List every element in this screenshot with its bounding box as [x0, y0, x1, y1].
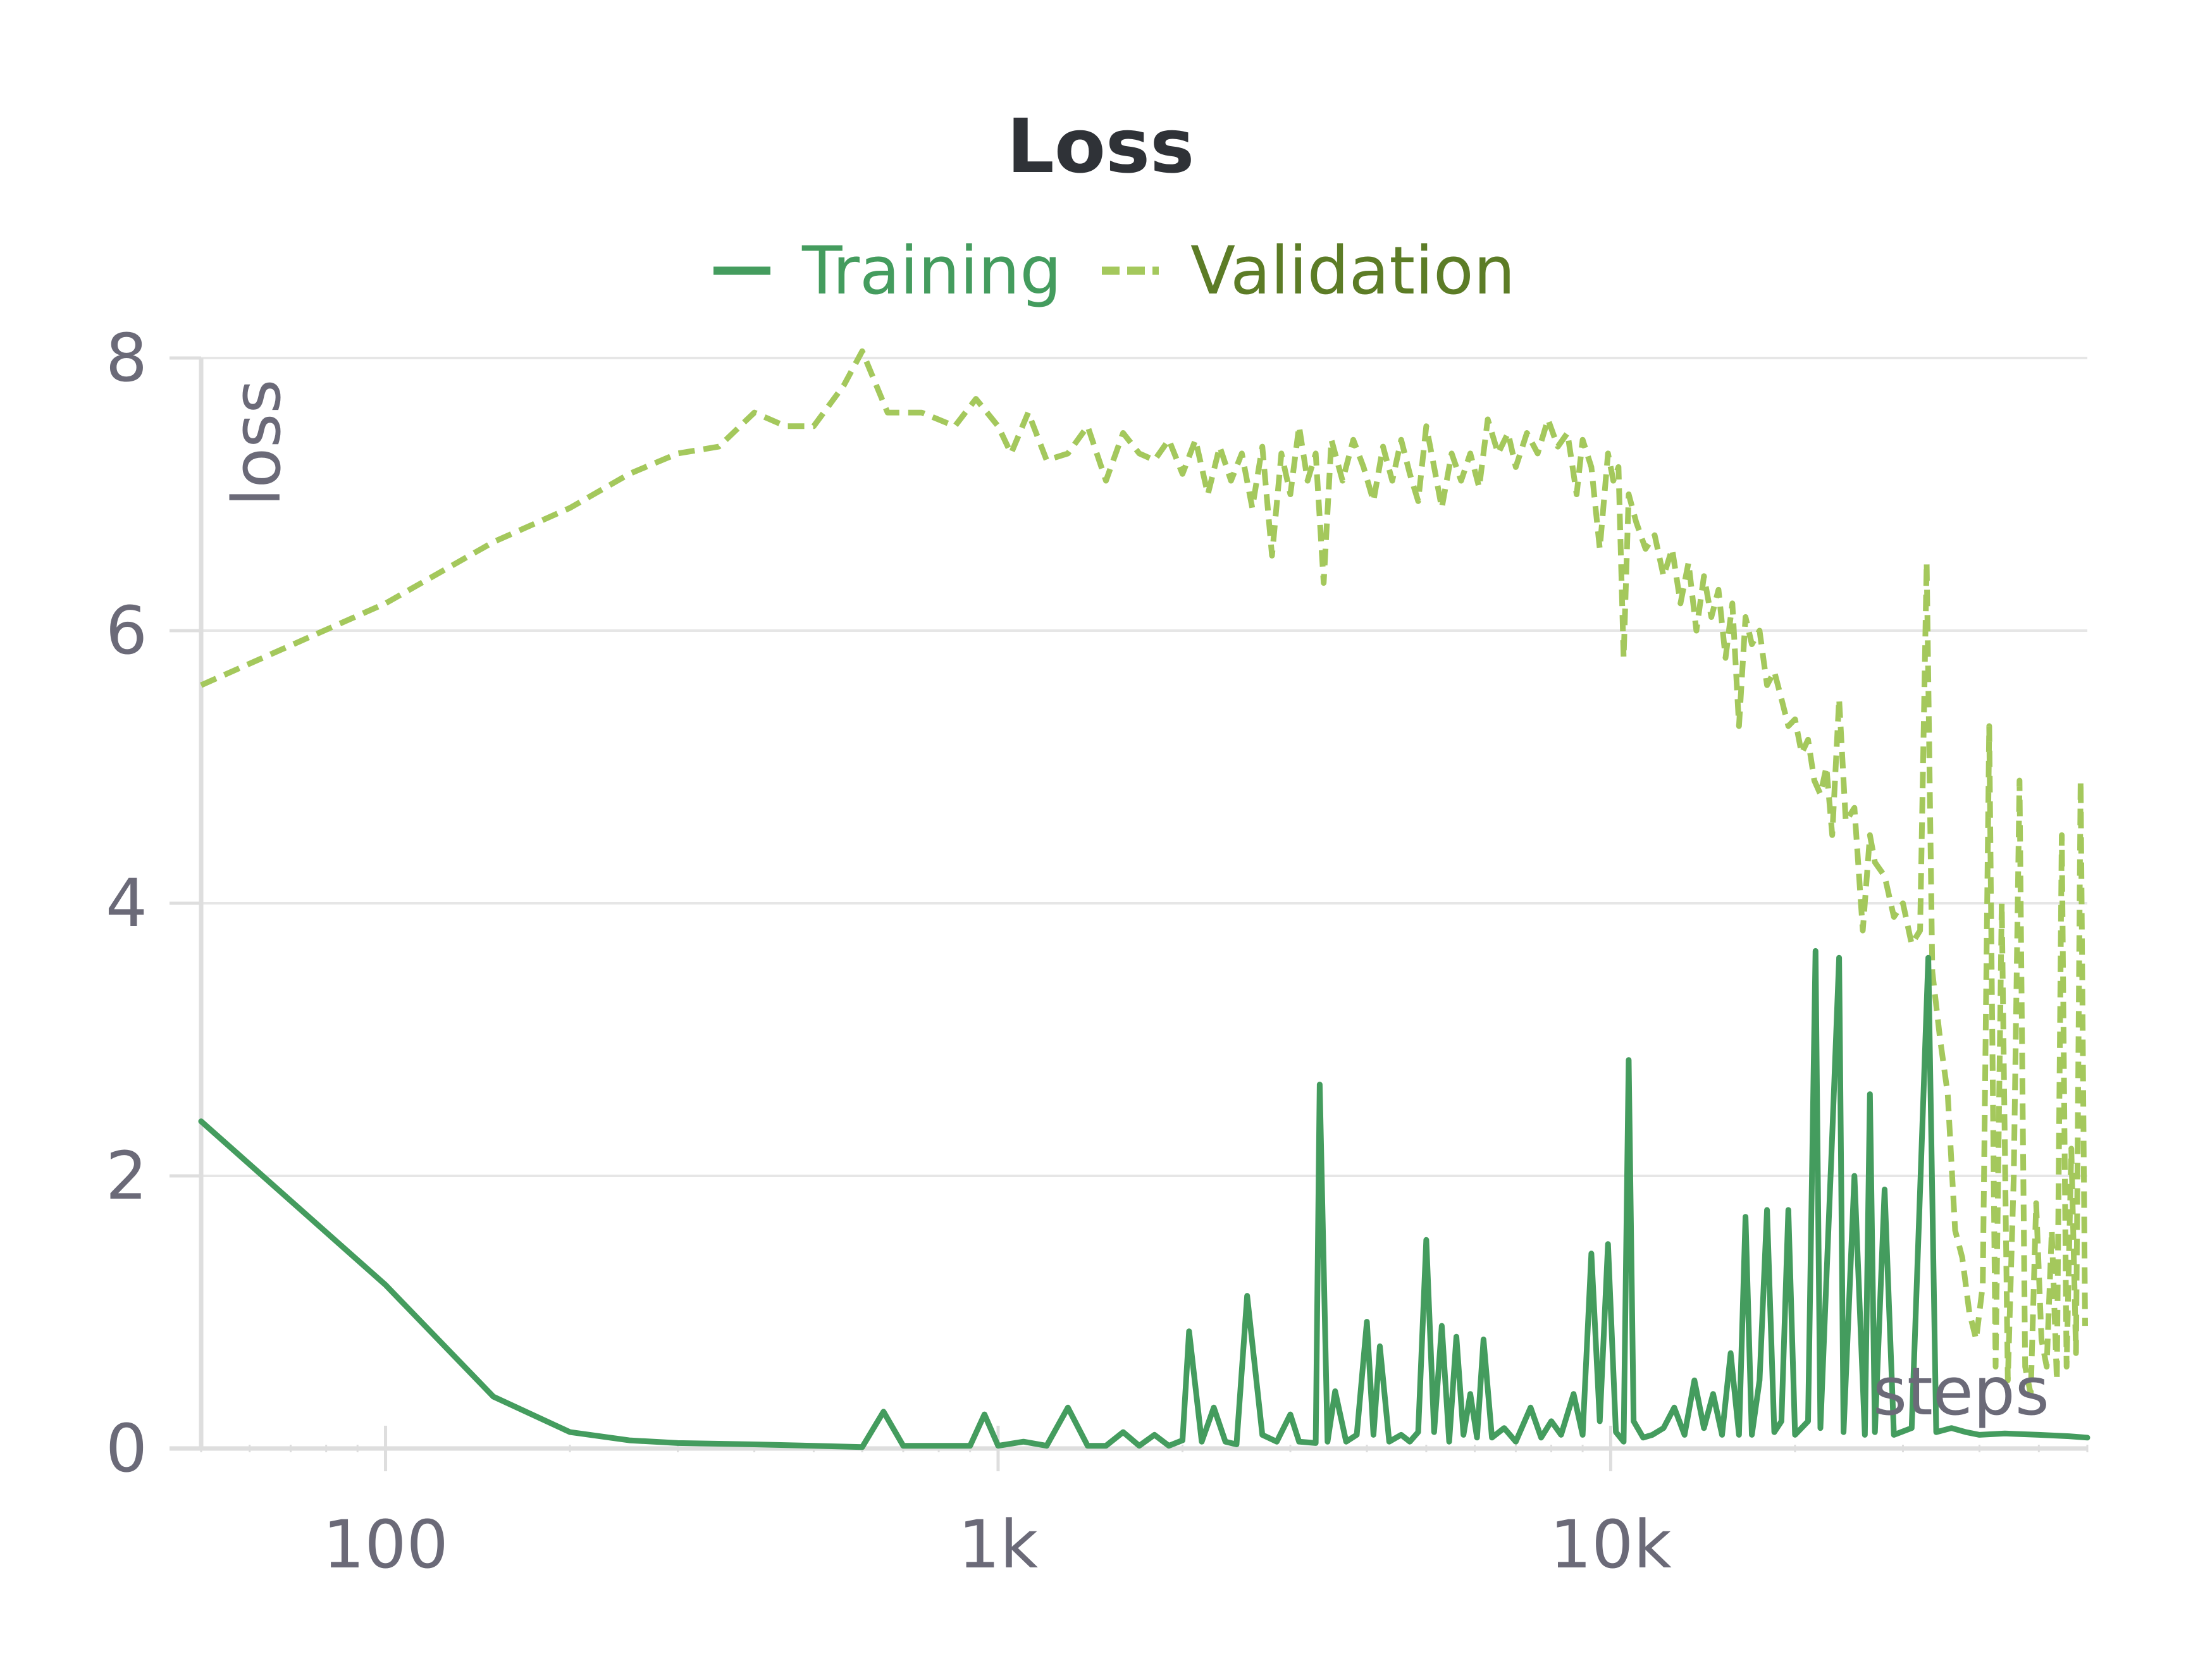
- chart-title: Loss: [1007, 102, 1195, 190]
- axes: 0 2 4 6 8 100 1k 10k: [106, 319, 2089, 1583]
- y-tick-label: 0: [106, 1410, 147, 1487]
- legend[interactable]: Training Validation: [713, 232, 1516, 309]
- legend-label-training: Training: [801, 232, 1061, 309]
- legend-item-validation[interactable]: Validation: [1102, 232, 1516, 309]
- y-tick-label: 8: [106, 319, 147, 397]
- x-tick-label: 10k: [1550, 1506, 1672, 1583]
- y-tick-label: 2: [106, 1137, 147, 1214]
- legend-label-validation: Validation: [1190, 232, 1516, 309]
- x-axis-label: steps: [1873, 1353, 2049, 1430]
- gridlines: [201, 357, 2087, 1177]
- x-tick-label: 1k: [958, 1506, 1038, 1583]
- y-tick-label: 6: [106, 592, 147, 669]
- plot-area: [198, 348, 2090, 1450]
- y-tick-label: 4: [106, 865, 147, 942]
- x-tick-label: 100: [323, 1506, 448, 1583]
- legend-item-training[interactable]: Training: [713, 232, 1061, 309]
- series-line-validation[interactable]: [200, 348, 2088, 1397]
- y-axis-label: loss: [218, 380, 295, 507]
- series-line-training[interactable]: [198, 948, 2090, 1450]
